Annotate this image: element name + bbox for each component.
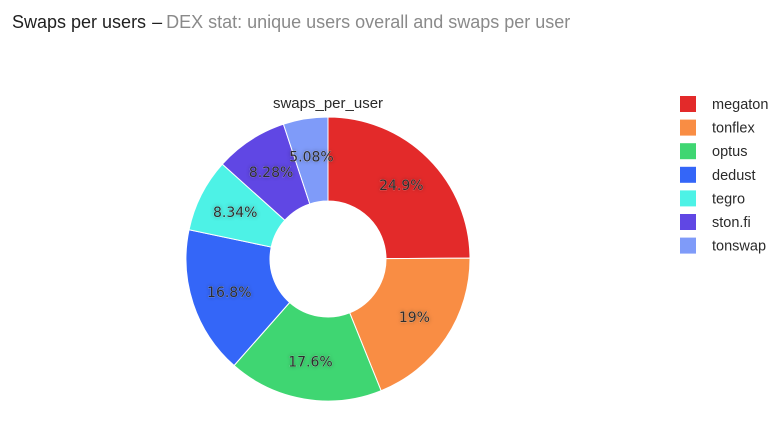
legend-label: optus: [712, 144, 747, 160]
slice-label-dedust: 16.8%: [207, 285, 251, 301]
legend-item-dedust[interactable]: dedust: [680, 166, 756, 184]
legend-item-tonswap[interactable]: tonswap: [680, 237, 766, 255]
slice-label-optus: 17.6%: [288, 355, 332, 371]
slice-megaton[interactable]: [327, 116, 471, 260]
legend-swatch: [680, 143, 696, 160]
legend-label: dedust: [712, 168, 756, 184]
slices-group: [185, 116, 471, 402]
header: Swaps per users – DEX stat: unique users o…: [12, 10, 570, 34]
legend-swatch: [680, 166, 696, 183]
legend-item-ston-fi[interactable]: ston.fi: [680, 214, 751, 231]
legend-item-tonflex[interactable]: tonflex: [680, 119, 755, 137]
legend-swatch: [680, 96, 696, 112]
legend-label: megaton: [712, 97, 768, 113]
legend-swatch: [680, 214, 696, 230]
legend-item-optus[interactable]: optus: [680, 143, 747, 160]
slice-tonflex[interactable]: [349, 257, 471, 392]
page-subtitle: DEX stat: unique users overall and swaps…: [166, 12, 571, 32]
legend-label: tegro: [712, 191, 745, 207]
legend-swatch: [680, 237, 696, 254]
slice-label-tonflex: 19%: [399, 310, 430, 326]
title-separator: –: [152, 12, 163, 32]
legend-label: tonswap: [712, 239, 766, 255]
legend-item-tegro[interactable]: tegro: [680, 190, 745, 207]
slice-optus[interactable]: [233, 301, 382, 402]
chart-title: swaps_per_user: [273, 95, 383, 112]
slice-dedust[interactable]: [185, 229, 291, 367]
legend-swatch: [680, 190, 696, 207]
slice-labels-group: 24.9% 19% 17.6% 16.8% 8.34% 8.28%5.08%: [207, 149, 430, 371]
slice-label-megaton: 24.9%: [379, 178, 423, 194]
slice-label-tegro: 8.34%: [213, 205, 257, 221]
slice-label-tonswap: 5.08%: [289, 149, 333, 165]
legend-label: tonflex: [712, 121, 755, 137]
legend-item-megaton[interactable]: megaton: [680, 96, 768, 113]
legend-swatch: [680, 119, 696, 136]
slice-label-ston-fi: 8.28%: [249, 165, 293, 181]
legend: megaton tonflex optus dedust tegro ston.fi ton…: [680, 96, 768, 255]
legend-label: ston.fi: [712, 215, 751, 231]
slice-tonswap[interactable]: [282, 116, 329, 205]
page-title: Swaps per users: [12, 12, 147, 32]
